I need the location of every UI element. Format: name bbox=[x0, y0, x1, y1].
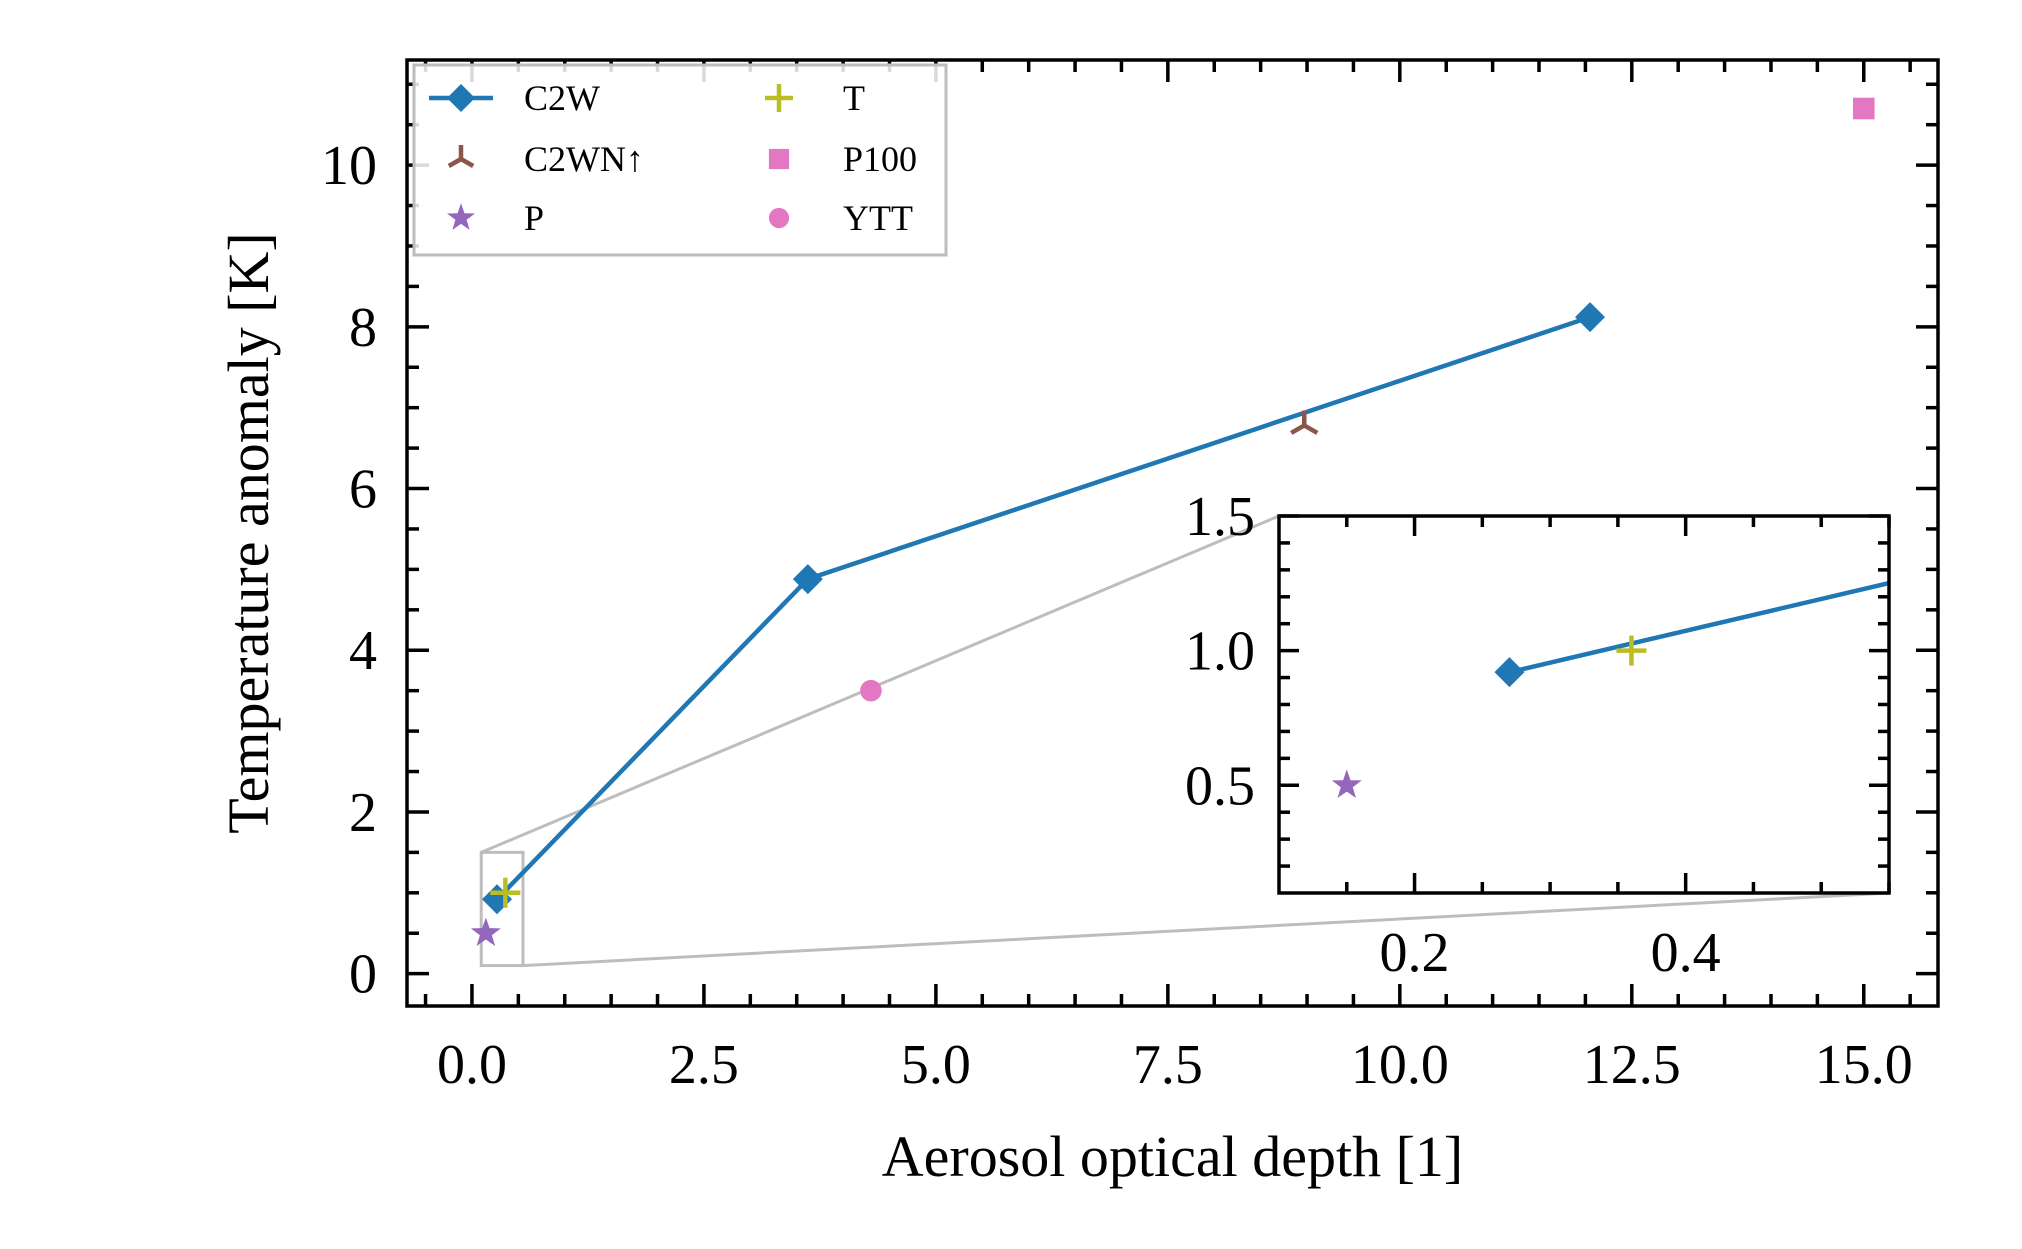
y-tick-label: 4 bbox=[349, 620, 377, 682]
main-plot-series bbox=[470, 97, 1875, 946]
x-tick-label: 2.5 bbox=[669, 1034, 739, 1096]
inset-data-point-p bbox=[1331, 769, 1362, 798]
inset-ticks bbox=[1279, 514, 1891, 893]
legend-marker-c2w bbox=[447, 84, 475, 112]
legend-label-t: T bbox=[843, 78, 865, 118]
inset-data-point-c2w bbox=[1494, 657, 1525, 688]
legend: C2W C2WN↑ P T P100 YTT bbox=[412, 63, 948, 257]
inset-y-tick-label: 1.5 bbox=[1185, 486, 1255, 548]
x-axis-label: Aerosol optical depth [1] bbox=[882, 1124, 1463, 1189]
inset-x-tick-label: 0.4 bbox=[1651, 922, 1721, 984]
x-tick-label: 10.0 bbox=[1351, 1034, 1449, 1096]
inset-y-tick-label: 1.0 bbox=[1185, 621, 1255, 683]
legend-label-c2w: C2W bbox=[524, 78, 600, 118]
x-tick-label: 0.0 bbox=[437, 1034, 507, 1096]
data-point-c2wn bbox=[1290, 410, 1319, 435]
x-tick-label: 5.0 bbox=[901, 1034, 971, 1096]
y-tick-label: 0 bbox=[349, 944, 377, 1006]
x-tick-label: 7.5 bbox=[1133, 1034, 1203, 1096]
data-point-p100 bbox=[1852, 97, 1875, 120]
legend-label-ytt: YTT bbox=[843, 198, 913, 238]
inset-data-point-t bbox=[1616, 635, 1647, 666]
legend-marker-p100 bbox=[768, 148, 790, 170]
data-point-c2w bbox=[1575, 302, 1606, 333]
legend-label-p100: P100 bbox=[843, 139, 917, 179]
inset-x-tick-label: 0.2 bbox=[1380, 922, 1450, 984]
y-tick-label: 10 bbox=[321, 135, 377, 197]
y-tick-label: 8 bbox=[349, 297, 377, 359]
x-tick-label: 15.0 bbox=[1815, 1034, 1913, 1096]
inset-background bbox=[1279, 516, 1889, 893]
zoom-connector-bottom bbox=[522, 891, 1890, 968]
main-plot-frame bbox=[405, 58, 1940, 1008]
inset-plot: 0.2 0.4 0.5 1.0 1.5 bbox=[1185, 486, 1891, 984]
inset-y-tick-label: 0.5 bbox=[1185, 755, 1255, 817]
zoom-region-box bbox=[479, 850, 525, 968]
inset-series bbox=[1331, 580, 1889, 798]
data-point-c2w bbox=[792, 564, 823, 595]
y-tick-label: 6 bbox=[349, 459, 377, 521]
legend-label-p: P bbox=[524, 198, 544, 238]
legend-label-c2wn: C2WN↑ bbox=[524, 139, 644, 179]
y-tick-label: 2 bbox=[349, 782, 377, 844]
legend-box bbox=[412, 63, 948, 257]
legend-marker-c2wn bbox=[447, 145, 475, 168]
inset-zoom-indicator bbox=[479, 514, 1890, 968]
x-tick-label: 12.5 bbox=[1583, 1034, 1681, 1096]
zoom-connector-top bbox=[480, 514, 1280, 854]
data-point-t bbox=[490, 877, 521, 908]
data-point-ytt bbox=[860, 679, 882, 702]
legend-marker-p bbox=[447, 203, 475, 230]
legend-marker-t bbox=[765, 84, 793, 112]
y-axis-label: Temperature anomaly [K] bbox=[216, 232, 281, 833]
data-point-p bbox=[470, 917, 501, 946]
legend-marker-ytt bbox=[768, 207, 790, 229]
data-point-c2w bbox=[482, 884, 513, 915]
main-tick-labels: 0.0 2.5 5.0 7.5 10.0 12.5 15.0 0 2 4 6 8 10 bbox=[321, 135, 1913, 1096]
